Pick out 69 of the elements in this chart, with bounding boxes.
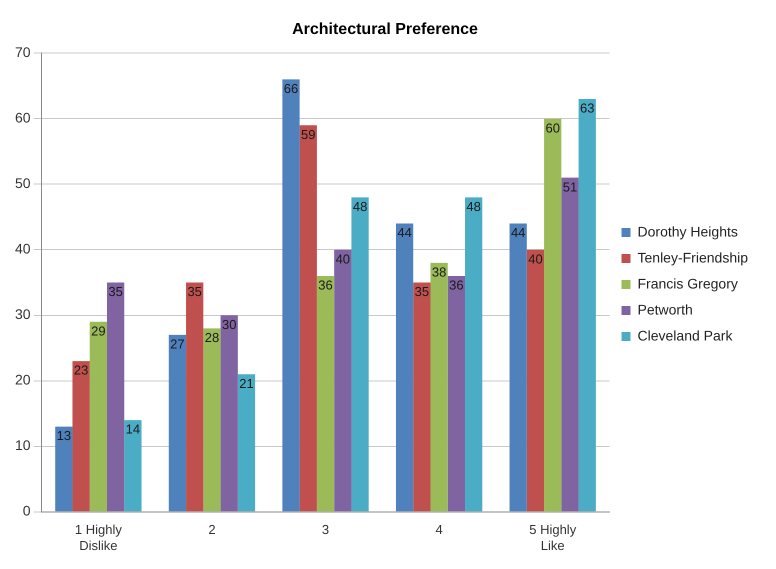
- data-label: 63: [580, 100, 594, 116]
- data-label: 59: [301, 126, 316, 142]
- bar: [526, 250, 544, 512]
- data-label: 44: [397, 225, 412, 240]
- bar: [238, 374, 256, 512]
- data-label: 36: [449, 278, 464, 293]
- data-label: 35: [414, 284, 430, 300]
- data-label: 48: [352, 198, 368, 214]
- bar: [72, 361, 90, 512]
- bar: [55, 426, 72, 512]
- bar: [168, 334, 186, 512]
- bar: [413, 282, 430, 512]
- bar: [124, 420, 142, 512]
- data-label: 29: [91, 323, 106, 338]
- data-label: 44: [510, 225, 526, 240]
- bar: [186, 282, 204, 512]
- data-label: 40: [336, 251, 350, 266]
- bar: [578, 99, 596, 512]
- x-tick-label: 4: [436, 522, 443, 538]
- data-label: 60: [545, 120, 560, 136]
- data-label: 14: [126, 422, 140, 437]
- legend-label: Tenley-Friendship: [638, 249, 748, 266]
- data-label: 35: [108, 284, 123, 300]
- bar: [300, 125, 317, 512]
- data-label: 38: [432, 264, 446, 280]
- bar: [334, 250, 352, 512]
- bar: [203, 328, 221, 512]
- bar: [351, 197, 369, 512]
- data-label: 28: [204, 330, 220, 345]
- legend-label: Cleveland Park: [638, 327, 734, 344]
- bar: [465, 197, 482, 512]
- x-tick-label: 3: [322, 522, 330, 538]
- data-label: 13: [56, 428, 72, 444]
- data-label: 51: [562, 179, 578, 194]
- bar: [430, 262, 448, 512]
- bar: [90, 322, 107, 512]
- data-label: 35: [187, 284, 202, 300]
- data-label: 27: [170, 336, 185, 352]
- y-tick-label: 40: [14, 240, 31, 257]
- data-label: 66: [284, 80, 298, 96]
- data-label: 23: [74, 362, 88, 378]
- legend-label: Francis Gregory: [638, 275, 738, 292]
- legend-label: Dorothy Heights: [638, 223, 738, 240]
- bar: [107, 282, 124, 512]
- data-label: 21: [239, 376, 254, 391]
- bar: [316, 276, 334, 512]
- data-label: 40: [528, 251, 543, 266]
- bar: [220, 315, 238, 512]
- y-tick-label: 10: [14, 437, 31, 454]
- y-tick-label: 50: [14, 175, 31, 192]
- bar: [510, 224, 527, 512]
- data-label: 48: [466, 198, 481, 214]
- x-tick-label: 2: [208, 522, 216, 538]
- data-label: 30: [222, 316, 236, 332]
- data-label: 36: [318, 278, 333, 293]
- x-tick-label: 5 Highly Like: [529, 522, 577, 553]
- chart-title: Architectural Preference: [292, 21, 478, 38]
- y-tick-label: 0: [22, 502, 31, 519]
- bar: [448, 276, 466, 512]
- y-tick-label: 60: [14, 110, 31, 126]
- bar: [282, 79, 300, 512]
- legend-label: Petworth: [638, 301, 693, 318]
- y-tick-label: 30: [14, 306, 31, 322]
- x-tick-label: 1 Highly Dislike: [74, 522, 122, 553]
- bar: [561, 178, 579, 512]
- y-tick-label: 20: [14, 372, 31, 388]
- bar: [396, 224, 414, 512]
- y-tick-label: 70: [14, 44, 31, 60]
- bar: [544, 118, 562, 512]
